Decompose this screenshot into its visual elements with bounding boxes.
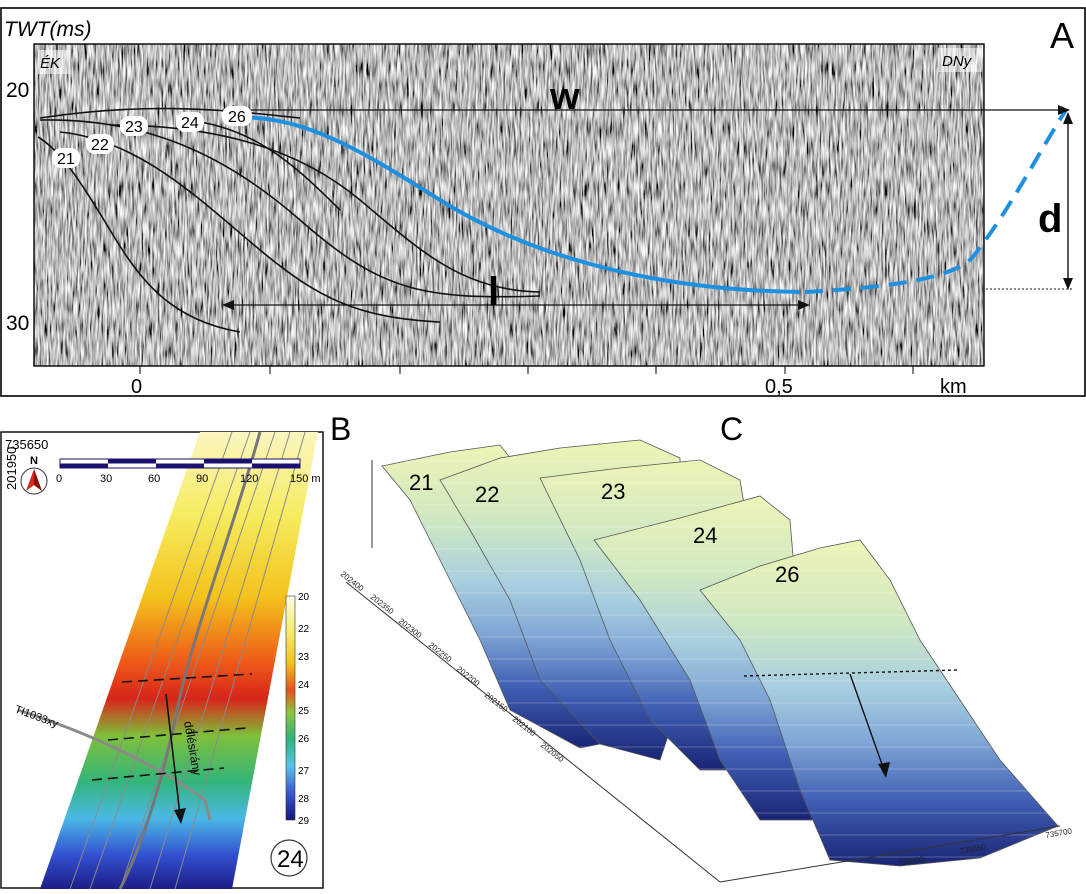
y-axis-title: TWT(ms) bbox=[4, 18, 91, 41]
section-dashed-lines bbox=[91, 673, 253, 781]
horizon-26-extrapolated bbox=[804, 108, 1068, 294]
w-arrowhead bbox=[1058, 105, 1070, 115]
x-tick-0: 0 bbox=[131, 376, 142, 398]
x-tick-05: 0,5 bbox=[765, 376, 793, 398]
scale-labels: 0 30 60 90 120 150 m bbox=[56, 473, 321, 485]
dip-arrowhead-3d bbox=[878, 762, 890, 778]
l-label: l bbox=[488, 270, 499, 314]
panel-c-letter: C bbox=[720, 411, 743, 447]
c-y-tick-4: 202200 bbox=[455, 664, 482, 688]
cb-tick-25: 25 bbox=[298, 706, 310, 717]
scale-tick-30: 30 bbox=[100, 473, 112, 485]
scale-tick-0: 0 bbox=[56, 473, 62, 485]
c-y-tick-0: 202400 bbox=[339, 569, 366, 593]
l-arrowhead-right bbox=[798, 300, 810, 310]
dip-arrow bbox=[165, 693, 181, 816]
c-surface-labels: 21 22 23 24 26 bbox=[409, 470, 799, 587]
horizon-26-curve bbox=[227, 115, 801, 294]
cb-tick-29: 29 bbox=[298, 816, 310, 827]
c-surface-21: 21 bbox=[409, 470, 433, 495]
surface-id-badge bbox=[270, 839, 308, 877]
horizon-22-bg bbox=[86, 134, 114, 154]
c-surface-22: 22 bbox=[475, 482, 499, 507]
north-arrow-icon bbox=[20, 467, 48, 495]
map-main-fault bbox=[118, 432, 262, 889]
horizon-22-label: 22 bbox=[91, 137, 109, 154]
panel-a: w l d TWT(ms) 20 30 A ÉK DNy 0 0,5 km bbox=[0, 7, 1086, 398]
y-tick-30: 30 bbox=[6, 312, 29, 335]
c-surface-24: 24 bbox=[693, 523, 717, 548]
horizon-26-label: 26 bbox=[228, 109, 246, 126]
horizon-24-label: 24 bbox=[181, 115, 199, 132]
horizon-26-bg bbox=[222, 106, 252, 126]
cb-tick-27: 27 bbox=[298, 766, 310, 777]
horizon-21-bg bbox=[52, 148, 80, 168]
c-y-tick-1: 202350 bbox=[369, 592, 396, 616]
top-reflector-line bbox=[39, 107, 301, 119]
horizon-22-line bbox=[59, 131, 441, 323]
seismic-texture bbox=[34, 44, 984, 366]
coord-easting: 735650 bbox=[5, 437, 48, 452]
cb-tick-23: 23 bbox=[298, 652, 310, 663]
horizon-23-label: 23 bbox=[125, 119, 143, 136]
c-y-tick-2: 202300 bbox=[397, 616, 424, 640]
dip-arrow-3d bbox=[849, 673, 885, 771]
scale-tick-60: 60 bbox=[148, 473, 160, 485]
panel-c: 202400 202350 202300 202250 202200 20215… bbox=[339, 411, 1073, 883]
cb-tick-22: 22 bbox=[298, 624, 310, 635]
horizon-24-bg bbox=[176, 112, 204, 132]
cb-tick-20: 20 bbox=[298, 592, 310, 603]
horizon-23-bg bbox=[120, 116, 148, 136]
panel-a-letter: A bbox=[1050, 15, 1074, 56]
d-arrowhead-bottom bbox=[1063, 278, 1073, 290]
c-surface-23: 23 bbox=[601, 479, 625, 504]
coord-northing: 201950 bbox=[4, 447, 19, 490]
x-axis-ticks bbox=[139, 366, 914, 374]
scale-bar bbox=[59, 458, 301, 469]
panel-a-frame bbox=[0, 7, 1086, 397]
surface-id-label: 24 bbox=[277, 846, 304, 873]
corner-right-bg bbox=[938, 48, 982, 72]
colorbar-labels: 20 22 23 24 25 26 27 28 29 bbox=[298, 592, 310, 827]
corner-left-label: ÉK bbox=[40, 55, 61, 72]
dip-arrowhead bbox=[174, 808, 186, 824]
scale-tick-150: 150 m bbox=[290, 473, 321, 485]
horizon-labels: 21 22 23 24 26 bbox=[52, 106, 252, 168]
horizon-21-label: 21 bbox=[57, 151, 75, 168]
c-surface-26: 26 bbox=[775, 562, 799, 587]
cb-tick-28: 28 bbox=[298, 794, 310, 805]
x-tick-km: km bbox=[940, 376, 967, 398]
d-label: d bbox=[1038, 197, 1062, 241]
c-y-axis-line bbox=[345, 581, 721, 883]
y-tick-20: 20 bbox=[6, 79, 29, 102]
scale-tick-120: 120 bbox=[240, 473, 258, 485]
profile-line bbox=[17, 708, 212, 821]
c-y-tick-3: 202250 bbox=[427, 640, 454, 664]
c-y-tick-7: 202050 bbox=[539, 740, 566, 764]
l-arrowhead-left bbox=[222, 300, 234, 310]
corner-right-label: DNy bbox=[942, 53, 973, 70]
cb-tick-26: 26 bbox=[298, 734, 310, 745]
colorbar bbox=[285, 595, 296, 821]
cb-tick-24: 24 bbox=[298, 680, 310, 691]
surface-26 bbox=[699, 539, 1059, 867]
seismic-border bbox=[33, 43, 985, 367]
scale-tick-90: 90 bbox=[196, 473, 208, 485]
w-label: w bbox=[549, 76, 580, 118]
north-label: N bbox=[30, 455, 38, 467]
d-arrowhead-top bbox=[1063, 112, 1073, 124]
panel-b-letter: B bbox=[330, 411, 351, 447]
map-fault-lines bbox=[69, 432, 306, 889]
c-x-axis-line bbox=[719, 825, 1061, 883]
horizon-24b-line bbox=[199, 121, 341, 211]
panel-b: TI1033xy dőlésirány 735650 201950 N bbox=[0, 411, 351, 889]
corner-left-bg bbox=[38, 50, 70, 74]
horizon-24-line bbox=[109, 124, 541, 293]
